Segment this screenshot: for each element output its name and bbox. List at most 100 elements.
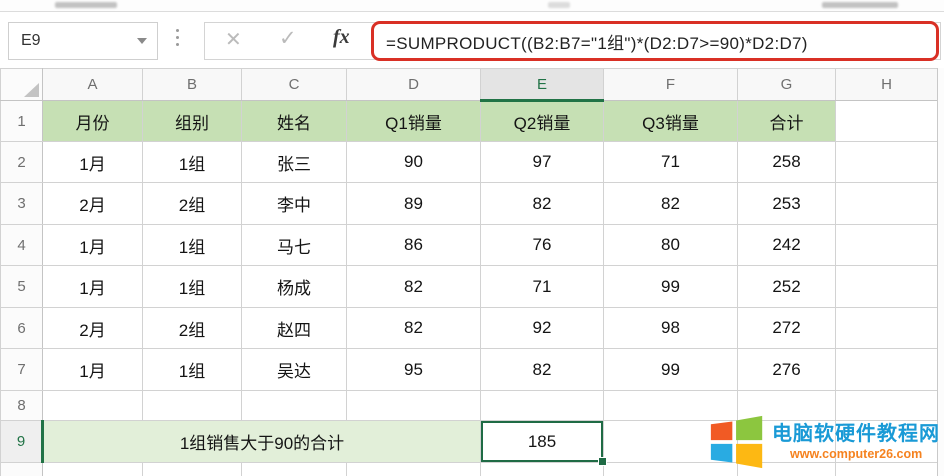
cell-A1[interactable]: 月份 — [42, 100, 143, 142]
cell-A7[interactable]: 1月 — [42, 348, 143, 391]
cell-C2[interactable]: 张三 — [241, 141, 347, 183]
cell-C7[interactable]: 吴达 — [241, 348, 347, 391]
cell-B7[interactable]: 1组 — [142, 348, 242, 391]
row-header-3[interactable]: 3 — [0, 182, 43, 225]
column-header-A[interactable]: A — [42, 68, 143, 101]
cell-H3[interactable] — [835, 182, 937, 225]
cell-H7[interactable] — [835, 348, 937, 391]
row-header-6[interactable]: 6 — [0, 307, 43, 349]
cell-G4[interactable]: 242 — [737, 224, 836, 266]
cell-E5[interactable]: 71 — [480, 265, 604, 308]
cell-H1[interactable] — [835, 100, 937, 142]
column-header-B[interactable]: B — [142, 68, 242, 101]
row-header-4[interactable]: 4 — [0, 224, 43, 266]
table-row: 8 — [0, 390, 937, 421]
cell-F4[interactable]: 80 — [603, 224, 738, 266]
cell-B6[interactable]: 2组 — [142, 307, 242, 349]
column-header-H[interactable]: H — [835, 68, 937, 101]
cell-E6[interactable]: 92 — [480, 307, 604, 349]
cell-H2[interactable] — [835, 141, 937, 183]
cell-D8[interactable] — [346, 390, 481, 421]
cell-H6[interactable] — [835, 307, 937, 349]
cell-E4[interactable]: 76 — [480, 224, 604, 266]
cell-A8[interactable] — [42, 390, 143, 421]
cell-C4[interactable]: 马七 — [241, 224, 347, 266]
enter-icon[interactable]: ✓ — [279, 27, 297, 50]
cell-H5[interactable] — [835, 265, 937, 308]
cell-D1[interactable]: Q1销量 — [346, 100, 481, 142]
cell-C3[interactable]: 李中 — [241, 182, 347, 225]
cell-D5[interactable]: 82 — [346, 265, 481, 308]
cancel-icon[interactable]: ✕ — [225, 29, 242, 51]
cell-A4[interactable]: 1月 — [42, 224, 143, 266]
column-header-G[interactable]: G — [737, 68, 836, 101]
cell-G1[interactable]: 合计 — [737, 100, 836, 142]
worksheet-table: A B C D E F G H 1 月份 组别 姓名 Q1销量 Q2销量 Q3销量 合计 2 1月 1组 张三 90 97… — [0, 68, 937, 476]
cell-F3[interactable]: 82 — [603, 182, 738, 225]
cell-F5[interactable]: 99 — [603, 265, 738, 308]
insert-function-icon[interactable]: fx — [333, 26, 350, 48]
select-all-corner[interactable] — [0, 68, 43, 101]
cell-E2[interactable]: 97 — [480, 141, 604, 183]
row-header-10[interactable] — [0, 462, 43, 476]
cell-B10[interactable] — [142, 462, 242, 476]
cell-F8[interactable] — [603, 390, 738, 421]
column-header-E[interactable]: E — [480, 68, 604, 102]
formula-input[interactable]: =SUMPRODUCT((B2:B7="1组")*(D2:D7>=90)*D2:… — [386, 33, 808, 53]
cell-A6[interactable]: 2月 — [42, 307, 143, 349]
row-header-5[interactable]: 5 — [0, 265, 43, 308]
cell-C1[interactable]: 姓名 — [241, 100, 347, 142]
column-header-D[interactable]: D — [346, 68, 481, 101]
cell-A10[interactable] — [42, 462, 143, 476]
cell-F6[interactable]: 98 — [603, 307, 738, 349]
cell-H8[interactable] — [835, 390, 937, 421]
column-header-C[interactable]: C — [241, 68, 347, 101]
formula-bar-resize-handle[interactable] — [176, 29, 179, 46]
cell-C6[interactable]: 赵四 — [241, 307, 347, 349]
cell-B5[interactable]: 1组 — [142, 265, 242, 308]
cell-B8[interactable] — [142, 390, 242, 421]
row-header-1[interactable]: 1 — [0, 100, 43, 142]
cell-C8[interactable] — [241, 390, 347, 421]
row-header-2[interactable]: 2 — [0, 141, 43, 183]
cell-A2[interactable]: 1月 — [42, 141, 143, 183]
cell-B4[interactable]: 1组 — [142, 224, 242, 266]
cell-D6[interactable]: 82 — [346, 307, 481, 349]
fill-handle[interactable] — [598, 457, 607, 466]
cell-G6[interactable]: 272 — [737, 307, 836, 349]
cell-A3[interactable]: 2月 — [42, 182, 143, 225]
row-header-9[interactable]: 9 — [0, 420, 44, 463]
cell-H4[interactable] — [835, 224, 937, 266]
cell-B2[interactable]: 1组 — [142, 141, 242, 183]
cell-B1[interactable]: 组别 — [142, 100, 242, 142]
cell-G3[interactable]: 253 — [737, 182, 836, 225]
row-header-7[interactable]: 7 — [0, 348, 43, 391]
cell-E9-selected[interactable]: 185 — [480, 420, 607, 466]
cell-F2[interactable]: 71 — [603, 141, 738, 183]
cell-C5[interactable]: 杨成 — [241, 265, 347, 308]
cell-F7[interactable]: 99 — [603, 348, 738, 391]
cell-E10[interactable] — [480, 462, 604, 476]
cell-G8[interactable] — [737, 390, 836, 421]
cell-D7[interactable]: 95 — [346, 348, 481, 391]
cell-G2[interactable]: 258 — [737, 141, 836, 183]
cell-G5[interactable]: 252 — [737, 265, 836, 308]
cell-B3[interactable]: 2组 — [142, 182, 242, 225]
cell-D4[interactable]: 86 — [346, 224, 481, 266]
cell-A5[interactable]: 1月 — [42, 265, 143, 308]
cell-D10[interactable] — [346, 462, 481, 476]
cell-F1[interactable]: Q3销量 — [603, 100, 738, 142]
cell-D2[interactable]: 90 — [346, 141, 481, 183]
column-header-F[interactable]: F — [603, 68, 738, 101]
cell-G7[interactable]: 276 — [737, 348, 836, 391]
name-box[interactable]: E9 — [8, 22, 158, 60]
row-header-8[interactable]: 8 — [0, 390, 43, 421]
cell-C10[interactable] — [241, 462, 347, 476]
cell-E1[interactable]: Q2销量 — [480, 100, 604, 142]
cell-E7[interactable]: 82 — [480, 348, 604, 391]
cell-E3[interactable]: 82 — [480, 182, 604, 225]
cell-D3[interactable]: 89 — [346, 182, 481, 225]
cell-E8[interactable] — [480, 390, 604, 421]
chevron-down-icon[interactable] — [137, 38, 147, 44]
cell-A9-merged-label[interactable]: 1组销售大于90的合计 — [42, 420, 481, 463]
